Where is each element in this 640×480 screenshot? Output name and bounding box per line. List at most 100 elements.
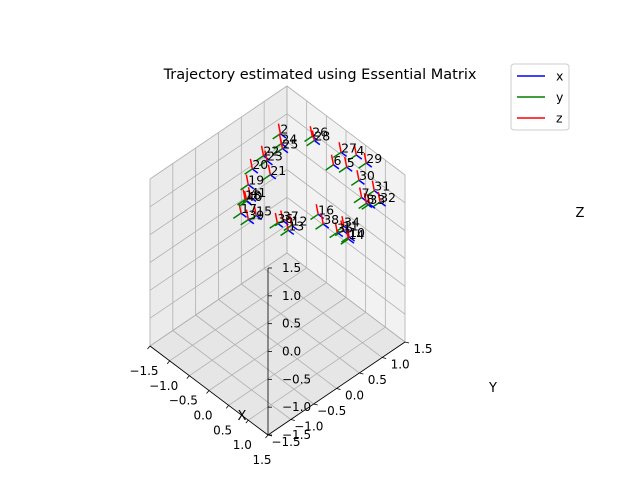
pose-y-axis [329,231,338,239]
pose-z-axis [330,154,335,165]
pose-x-axis [379,201,387,207]
pose-label: 21 [270,163,286,178]
pose-y-axis [306,139,315,147]
x-tick-label: 0.5 [213,423,232,437]
pose-z-axis [245,174,249,185]
pose-z-axis [279,138,284,149]
pose-z-axis [356,170,360,181]
y-axis-label: Y [488,381,497,396]
pose-x-axis [365,202,373,209]
pose-z-axis [249,158,254,170]
z-tick-label: 1.5 [282,261,301,275]
pose-y-axis [255,155,264,162]
y-tick-label: 1.5 [413,342,432,356]
pose-y-axis [332,151,342,159]
x-tick-mark [206,390,210,394]
pose-label: 36 [277,211,293,226]
pose-z-axis [288,215,293,226]
x-tick-mark [265,434,269,439]
pose-label: 22 [263,144,279,159]
pose-x-axis [358,179,365,185]
pose-z-axis [245,209,250,220]
x-tick-mark [147,345,151,350]
pose-x-axis [368,203,376,209]
pose-z-axis [311,130,316,141]
x-tick-mark [245,419,249,424]
pose-x-axis [266,160,273,166]
pose-x-axis [332,164,340,170]
pose-label: 11 [343,218,359,233]
pose-label: 4 [356,143,364,158]
pose-label: 17 [241,201,257,216]
z-tick-label: 1.0 [282,289,301,303]
pose-label: 40 [247,189,263,204]
pose-label: 34 [344,214,360,229]
pose-label: 26 [312,124,328,139]
pose-y-axis [353,196,363,204]
back-grid-z [286,113,406,204]
pose-z-axis [344,156,348,168]
pose-label: 13 [288,218,304,233]
y-tick-mark [336,388,341,390]
pose-y-axis [274,219,284,227]
pose-y-axis [240,218,249,226]
pose-x-axis [355,154,363,160]
pose-y-axis [310,213,319,221]
pose-z-axis [274,212,279,224]
y-tick-label: 0.0 [345,389,364,403]
x-tick-label: 1.0 [233,438,252,452]
pose-label: 16 [318,202,334,217]
z-tick-label: −1.0 [282,400,311,414]
pose-x-axis [251,168,259,174]
pose-x-axis [281,147,289,154]
y-tick-mark [290,419,295,421]
pose-z-axis [363,152,367,164]
pose-label: 18 [245,188,261,203]
pose-label: 8 [366,191,374,206]
z-tick-label: −1.5 [282,428,311,442]
grid-lines [149,85,406,436]
pose-x-axis [340,151,348,158]
x-tick-label: 0.0 [193,409,212,423]
pose-x-axis [322,223,330,229]
x-axis-label: X [238,409,247,424]
pose-x-axis [246,200,253,206]
pose-z-axis [341,216,345,227]
side-grid-z [149,85,288,180]
pose-y-axis [280,229,289,237]
pose-label: 10 [349,225,365,240]
axes-panes [149,84,406,436]
pose-x-axis [279,133,287,139]
legend-label-y: y [556,90,564,105]
pose-x-axis [282,219,289,226]
pose-y-axis [273,143,282,150]
pose-label: 31 [374,179,390,194]
pose-z-axis [353,144,358,156]
y-tick-mark [404,341,410,344]
pose-y-axis [240,183,249,191]
y-tick-label: −1.0 [294,420,323,434]
pose-x-axis [346,166,353,172]
pose-x-axis [291,224,298,231]
pose-label: 32 [380,190,396,205]
floor-grid-y [286,252,406,343]
pose-x-axis [365,162,373,168]
pose-z-axis [363,193,368,204]
pose-label: 28 [314,128,330,143]
pose-y-axis [361,203,370,210]
pose-x-axis [247,219,255,225]
pose-label: 35 [337,220,353,235]
pose-y-axis [358,202,367,210]
pose-y-axis [269,222,278,229]
pose-z-axis [264,150,268,161]
pose-z-axis [247,187,252,198]
pose-x-axis [287,229,295,236]
pose-label: 5 [347,155,355,170]
pose-y-axis [258,160,268,167]
legend-label-z: z [556,111,563,126]
x-tick-mark [186,375,190,379]
pose-x-axis [348,236,356,242]
pose-label: 19 [248,173,264,188]
back-grid-z [286,85,406,176]
pose-label: 27 [341,140,357,155]
